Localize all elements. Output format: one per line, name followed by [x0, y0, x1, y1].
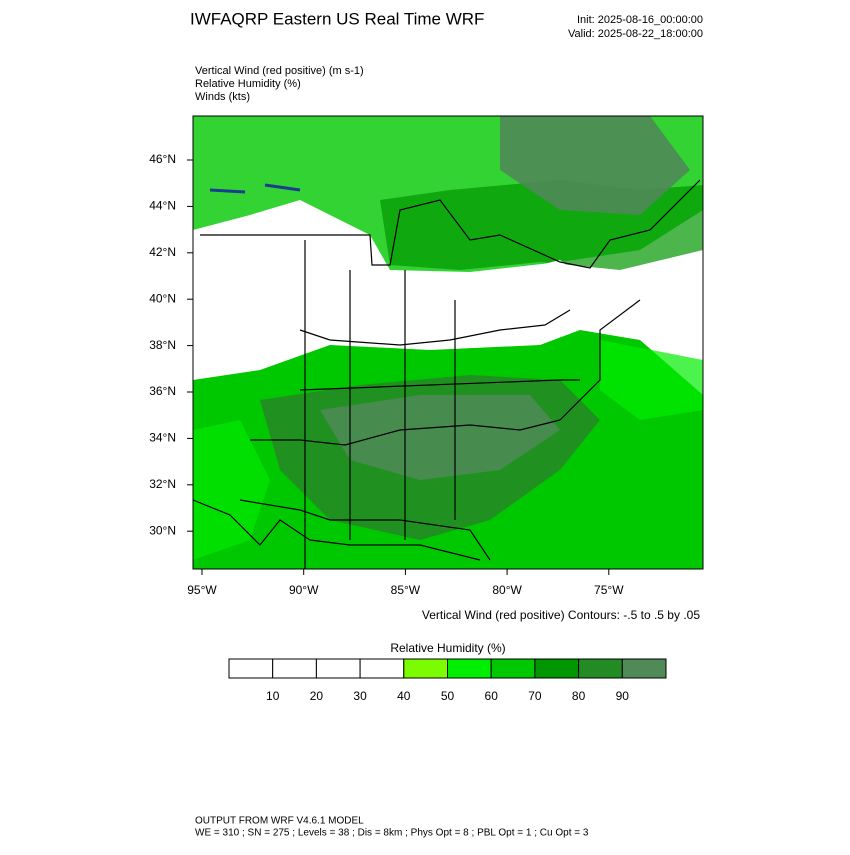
- lat-label: 44°N: [149, 199, 176, 213]
- lat-label: 32°N: [149, 477, 176, 491]
- colorbar-label: 60: [485, 689, 499, 703]
- field-label: Relative Humidity (%): [195, 78, 301, 90]
- lat-label: 42°N: [149, 245, 176, 259]
- field-label: Vertical Wind (red positive) (m s-1): [195, 65, 364, 77]
- colorbar-title: Relative Humidity (%): [390, 641, 505, 655]
- colorbar-box: [534, 658, 580, 679]
- lon-label: 90°W: [289, 583, 319, 597]
- colorbar-label: 30: [353, 689, 367, 703]
- lat-labels: 46°N 44°N 42°N 40°N 38°N 36°N 34°N 32°N 30°N: [149, 152, 193, 537]
- colorbar-label: 20: [310, 689, 324, 703]
- lat-label: 40°N: [149, 291, 176, 305]
- colorbar-label: 10: [266, 689, 280, 703]
- lat-label: 46°N: [149, 152, 176, 166]
- colorbar-box: [315, 658, 361, 679]
- lat-label: 36°N: [149, 384, 176, 398]
- colorbar-box: [578, 658, 623, 679]
- colorbar-box: [272, 658, 317, 679]
- map: [192, 115, 704, 570]
- lat-label: 38°N: [149, 338, 176, 352]
- colorbar-box: [621, 658, 667, 679]
- init-time: Init: 2025-08-16_00:00:00: [577, 14, 703, 26]
- colorbar-box: [359, 658, 405, 679]
- colorbar-label: 40: [397, 689, 411, 703]
- footer-line: WE = 310 ; SN = 275 ; Levels = 38 ; Dis …: [195, 828, 589, 839]
- footer-line: OUTPUT FROM WRF V4.6.1 MODEL: [195, 816, 364, 827]
- valid-time: Valid: 2025-08-22_18:00:00: [568, 28, 703, 40]
- contour-note: Vertical Wind (red positive) Contours: -…: [422, 608, 700, 622]
- colorbar-box: [228, 658, 274, 679]
- lon-label: 75°W: [594, 583, 624, 597]
- colorbar-label: 70: [528, 689, 542, 703]
- colorbar-label: 90: [616, 689, 630, 703]
- colorbar: 10 20 30 40 50 60 70 80 90: [228, 658, 667, 703]
- colorbar-label: 50: [441, 689, 455, 703]
- colorbar-box: [447, 658, 492, 679]
- lat-label: 34°N: [149, 431, 176, 445]
- colorbar-box: [403, 658, 448, 679]
- colorbar-label: 80: [572, 689, 586, 703]
- field-label: Winds (kts): [195, 91, 250, 103]
- lon-labels: 95°W 90°W 85°W 80°W 75°W: [187, 569, 624, 597]
- lon-label: 95°W: [187, 583, 217, 597]
- colorbar-box: [490, 658, 536, 679]
- lon-label: 80°W: [492, 583, 522, 597]
- lon-label: 85°W: [391, 583, 421, 597]
- title: IWFAQRP Eastern US Real Time WRF: [190, 9, 484, 28]
- lat-label: 30°N: [149, 523, 176, 537]
